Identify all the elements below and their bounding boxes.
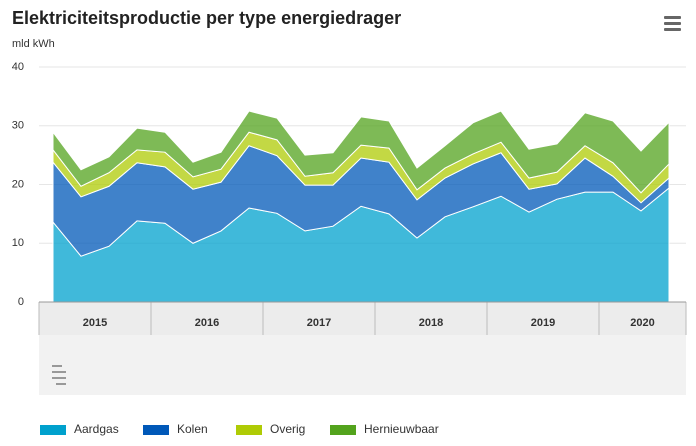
legend-swatch xyxy=(143,425,169,435)
legend-label: Aardgas xyxy=(74,422,119,436)
logo-lines xyxy=(52,365,66,385)
x-axis-band xyxy=(39,302,686,335)
legend-label: Hernieuwbaar xyxy=(364,422,439,436)
y-axis-label: mld kWh xyxy=(12,38,55,50)
x-tick-label: 2017 xyxy=(307,317,331,329)
y-tick-label: 20 xyxy=(12,178,24,190)
legend-swatch xyxy=(236,425,262,435)
legend-swatch xyxy=(40,425,66,435)
legend-swatch xyxy=(330,425,356,435)
x-tick-label: 2016 xyxy=(195,317,219,329)
legend-label: Kolen xyxy=(177,422,208,436)
chart-title: Elektriciteitsproductie per type energie… xyxy=(12,8,401,28)
menu-icon[interactable] xyxy=(664,16,681,31)
logo xyxy=(52,365,66,385)
legend-label: Overig xyxy=(270,422,305,436)
menu-bar xyxy=(664,22,681,25)
menu-bar xyxy=(664,28,681,31)
x-tick-label: 2019 xyxy=(531,317,555,329)
y-tick-label: 40 xyxy=(12,61,24,73)
x-tick-label: 2020 xyxy=(630,317,654,329)
footer-box xyxy=(39,335,686,395)
area xyxy=(52,110,670,194)
y-tick-label: 10 xyxy=(12,237,24,249)
menu-bar xyxy=(664,16,681,19)
y-tick-label: 30 xyxy=(12,120,24,132)
y-tick-label: 0 xyxy=(18,296,24,308)
x-tick-label: 2018 xyxy=(419,317,443,329)
x-tick-label: 2015 xyxy=(83,317,107,329)
